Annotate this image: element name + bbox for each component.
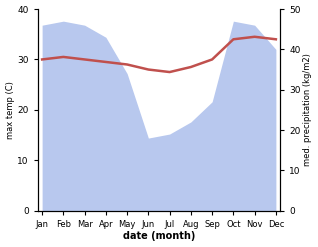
Y-axis label: med. precipitation (kg/m2): med. precipitation (kg/m2) <box>303 53 313 166</box>
X-axis label: date (month): date (month) <box>123 231 195 242</box>
Y-axis label: max temp (C): max temp (C) <box>5 81 15 139</box>
